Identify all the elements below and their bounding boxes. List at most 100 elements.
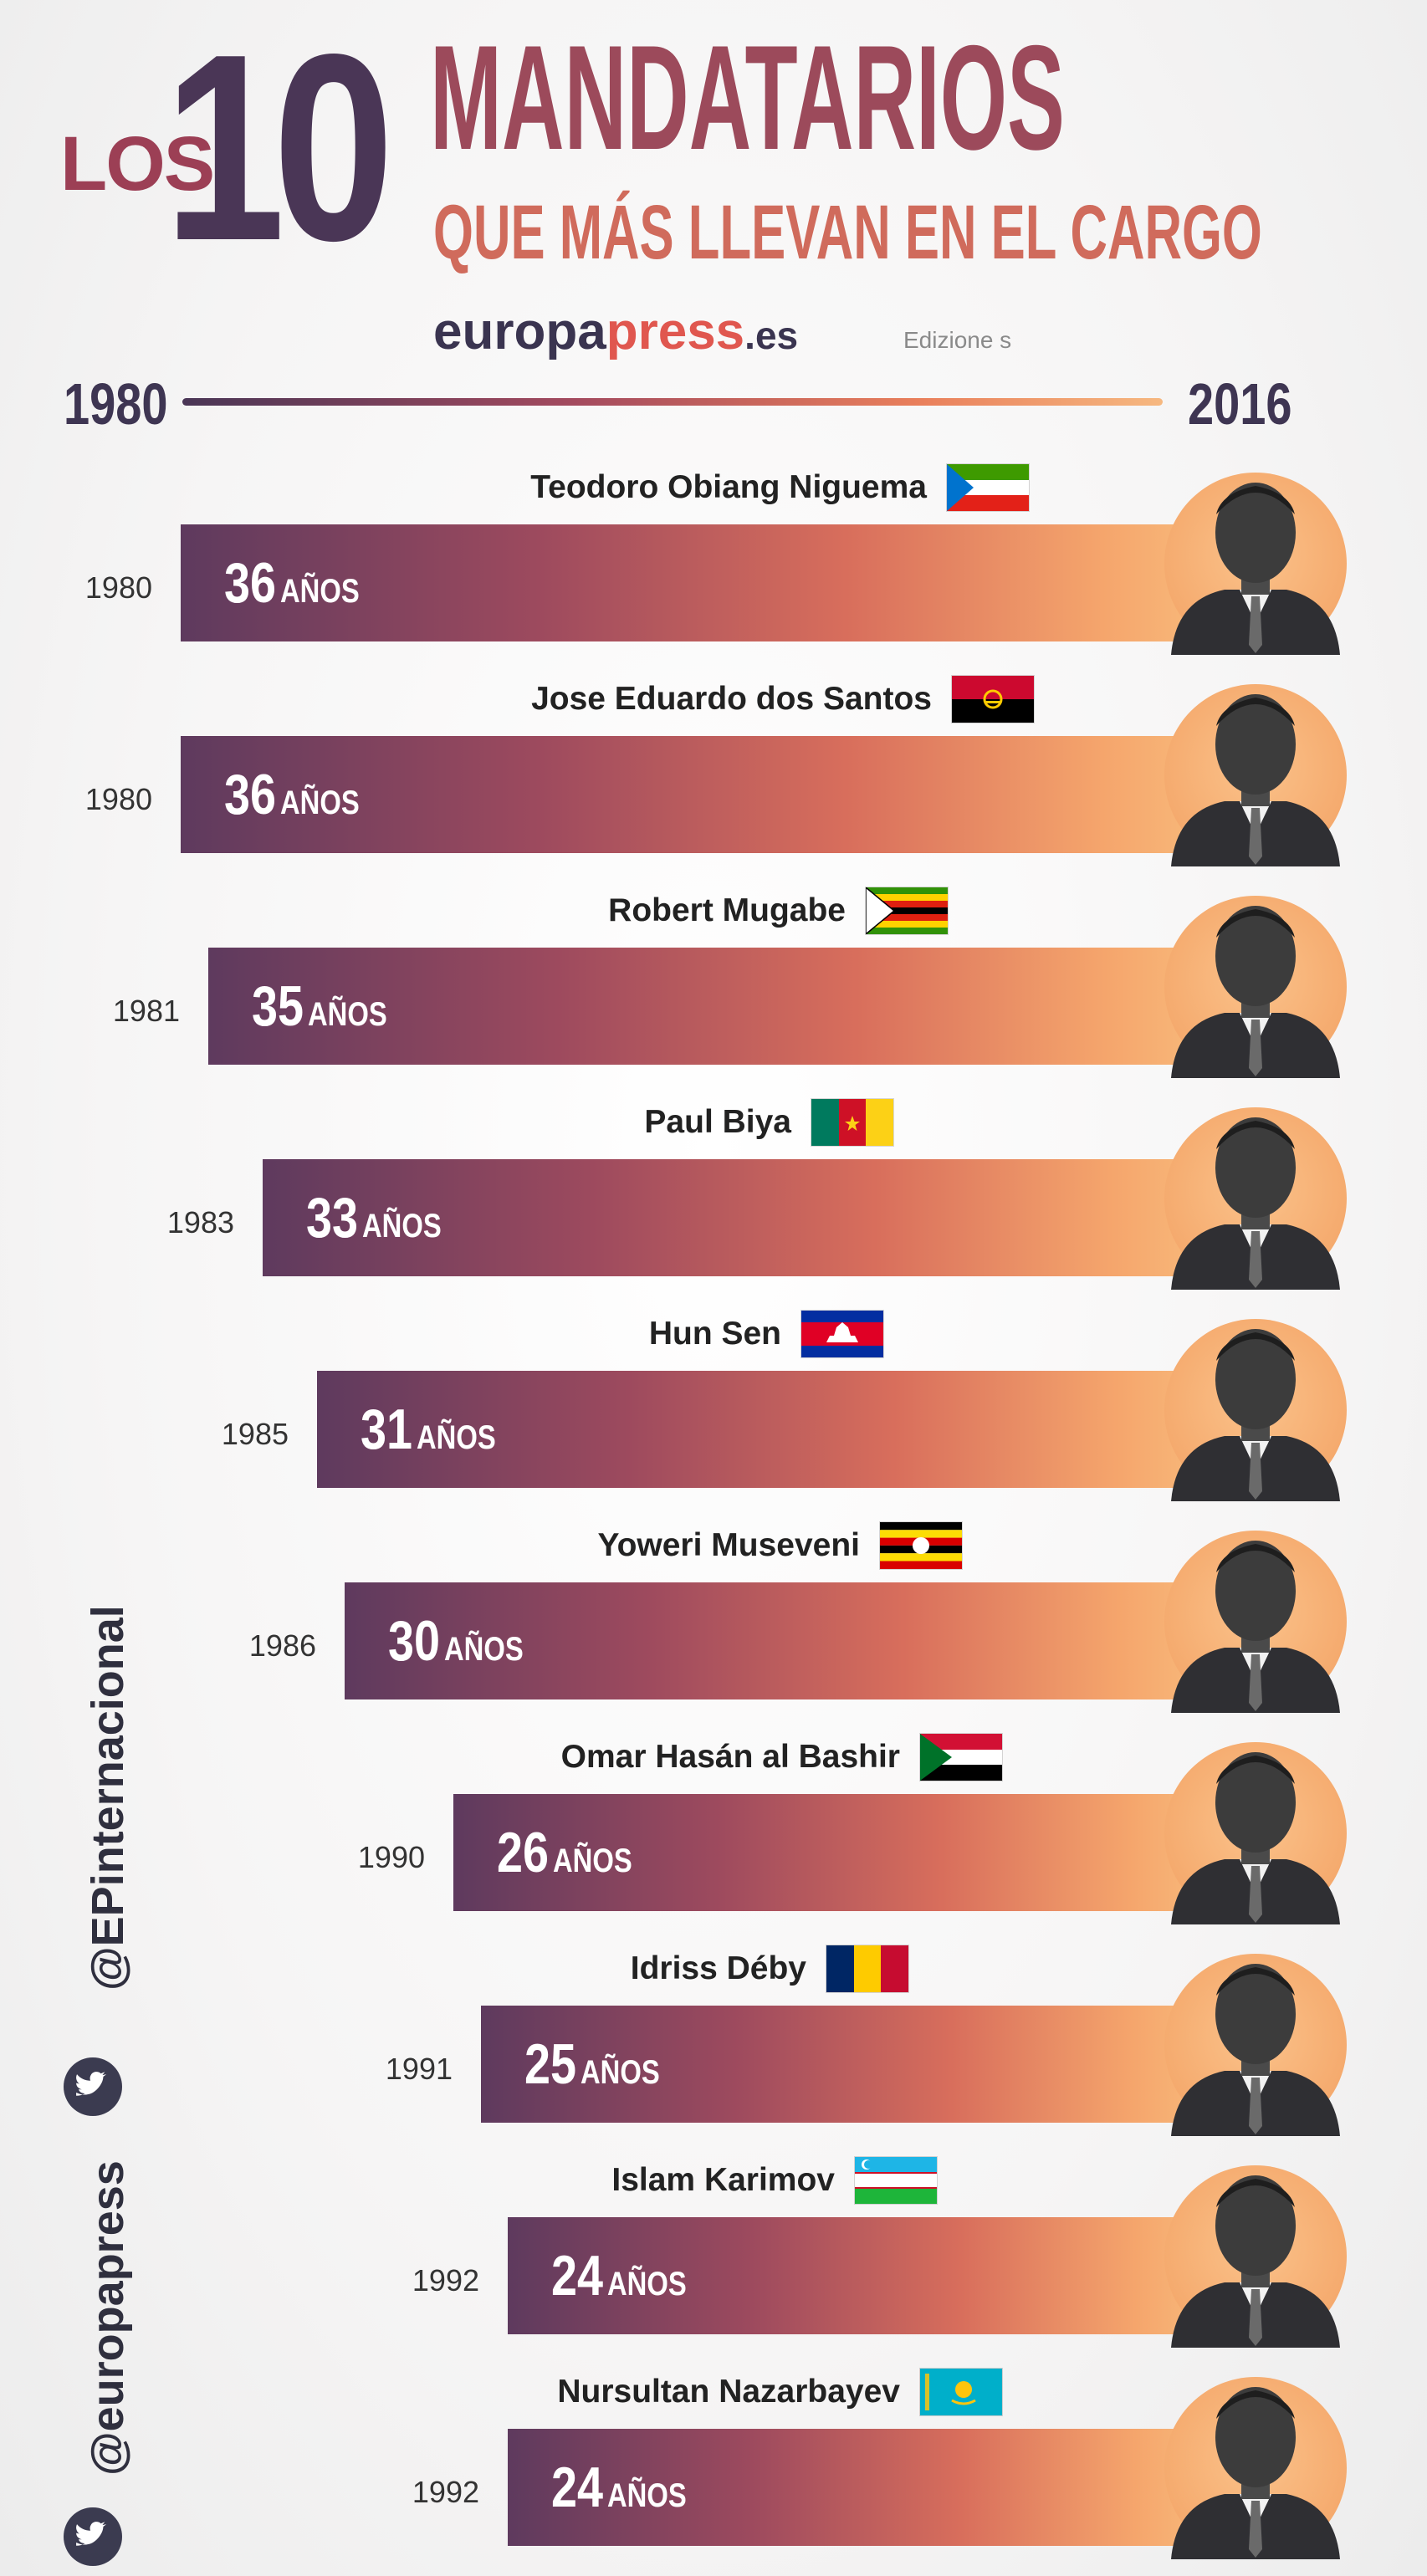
social-handle-main: @europapress <box>83 2160 133 2476</box>
leader-name: Hun Sen <box>648 1316 781 1352</box>
years-value: 33 <box>306 1186 359 1250</box>
chart-bar <box>208 948 1205 1065</box>
leader-name: Robert Mugabe <box>608 892 846 928</box>
leader-name: Islam Karimov <box>611 2162 835 2198</box>
twitter-icon-international[interactable] <box>64 2057 122 2116</box>
leader-name: Omar Hasán al Bashir <box>560 1739 900 1775</box>
years-unit: AÑOS <box>552 1843 632 1879</box>
start-year-label: 1990 <box>357 1840 425 1874</box>
start-year-label: 1986 <box>248 1628 316 1663</box>
timeline-start-label: 1980 <box>64 371 168 437</box>
portrait-icon <box>1171 906 1340 1078</box>
chart-bar <box>181 736 1205 853</box>
chad-flag-icon <box>826 1945 908 1992</box>
uganda-flag-icon <box>880 1522 962 1569</box>
chart-row: Omar Hasán al Bashir 1990 26 AÑOS <box>0 1725 1427 1939</box>
start-year-label: 1992 <box>412 2475 479 2509</box>
zimbabwe-flag-icon <box>866 887 948 934</box>
years-label: 31 AÑOS <box>361 1401 496 1458</box>
start-year-label: 1980 <box>84 570 152 605</box>
years-unit: AÑOS <box>443 1631 524 1668</box>
chart-row: Islam Karimov 1992 24 AÑOS <box>0 2149 1427 2362</box>
brand-part-3: .es <box>744 314 799 357</box>
timeline-line <box>182 398 1163 406</box>
years-value: 36 <box>224 763 277 826</box>
years-unit: AÑOS <box>279 785 360 821</box>
years-label: 26 AÑOS <box>497 1824 632 1881</box>
brand-part-2: press <box>606 303 745 360</box>
uzbekistan-flag-icon <box>855 2157 937 2204</box>
chart-bar <box>317 1371 1205 1488</box>
start-year-label: 1981 <box>112 994 180 1028</box>
kazakhstan-flag-icon <box>920 2369 1002 2415</box>
title-main: MANDATARIOS <box>430 14 1065 181</box>
chart-bar <box>263 1159 1205 1276</box>
chart-bar <box>181 524 1205 641</box>
start-year-label: 1985 <box>221 1417 289 1451</box>
portrait-icon <box>1171 1964 1340 2136</box>
sudan-flag-icon <box>920 1734 1002 1781</box>
twitter-icon-main[interactable] <box>64 2507 122 2566</box>
cambodia-flag-icon <box>801 1311 883 1357</box>
timeline-end-label: 2016 <box>1188 371 1292 437</box>
leader-name: Idriss Déby <box>630 1950 806 1986</box>
chart-bar <box>453 1794 1205 1911</box>
chart-row: Robert Mugabe 1981 35 AÑOS <box>0 879 1427 1092</box>
leader-name: Jose Eduardo dos Santos <box>531 681 932 717</box>
chart-bar <box>345 1582 1205 1699</box>
years-label: 24 AÑOS <box>551 2459 687 2516</box>
social-handle-international: @EPinternacional <box>83 1605 133 1991</box>
leader-name: Teodoro Obiang Niguema <box>530 469 927 505</box>
leader-name: Yoweri Museveni <box>597 1527 860 1563</box>
title-subtitle: QUE MÁS LLEVAN EN EL CARGO <box>433 190 1262 275</box>
brand-part-1: europa <box>433 303 606 360</box>
start-year-label: 1980 <box>84 782 152 816</box>
equatorial-guinea-flag-icon <box>947 464 1029 511</box>
leader-name: Nursultan Nazarbayev <box>557 2374 900 2410</box>
chart-row: Nursultan Nazarbayev 1992 24 AÑOS <box>0 2360 1427 2573</box>
chart-bar <box>508 2429 1205 2546</box>
chart-row: Yoweri Museveni 1986 30 AÑOS <box>0 1514 1427 1727</box>
chart-bar <box>508 2217 1205 2334</box>
brand-logo: europapress.es <box>433 306 798 358</box>
years-unit: AÑOS <box>361 1208 442 1245</box>
years-value: 26 <box>497 1821 550 1884</box>
brand-editions: Edizione s <box>903 327 1012 353</box>
chart-bar <box>481 2006 1205 2123</box>
chart-row: Teodoro Obiang Niguema 1980 36 AÑOS <box>0 456 1427 669</box>
years-unit: AÑOS <box>606 2477 687 2514</box>
start-year-label: 1991 <box>385 2052 453 2086</box>
years-value: 24 <box>551 2244 604 2308</box>
years-unit: AÑOS <box>580 2054 660 2091</box>
title-los: LOS <box>60 121 215 207</box>
years-value: 31 <box>361 1398 413 1461</box>
cameroon-flag-icon <box>811 1099 893 1146</box>
portrait-icon <box>1171 483 1340 655</box>
portrait-icon <box>1171 694 1340 866</box>
years-label: 35 AÑOS <box>252 978 387 1035</box>
years-label: 24 AÑOS <box>551 2247 687 2304</box>
years-unit: AÑOS <box>307 996 387 1033</box>
portrait-icon <box>1171 2387 1340 2559</box>
chart-row: Jose Eduardo dos Santos 1980 36 AÑOS <box>0 667 1427 881</box>
chart-row: Idriss Déby 1991 25 AÑOS <box>0 1937 1427 2150</box>
start-year-label: 1983 <box>166 1205 234 1239</box>
years-label: 30 AÑOS <box>388 1613 524 1669</box>
years-value: 36 <box>224 551 277 615</box>
portrait-icon <box>1171 1752 1340 1924</box>
years-unit: AÑOS <box>279 573 360 610</box>
portrait-icon <box>1171 1541 1340 1713</box>
start-year-label: 1992 <box>412 2263 479 2297</box>
years-value: 24 <box>551 2456 604 2519</box>
angola-flag-icon <box>952 676 1034 723</box>
years-label: 33 AÑOS <box>306 1189 442 1246</box>
title-number: 10 <box>164 0 394 296</box>
years-unit: AÑOS <box>606 2266 687 2303</box>
years-unit: AÑOS <box>416 1419 496 1456</box>
portrait-icon <box>1171 2175 1340 2348</box>
chart-row: Hun Sen 1985 31 AÑOS <box>0 1302 1427 1515</box>
portrait-icon <box>1171 1329 1340 1501</box>
years-label: 25 AÑOS <box>524 2036 660 2093</box>
years-label: 36 AÑOS <box>224 766 360 823</box>
years-value: 35 <box>252 974 304 1038</box>
